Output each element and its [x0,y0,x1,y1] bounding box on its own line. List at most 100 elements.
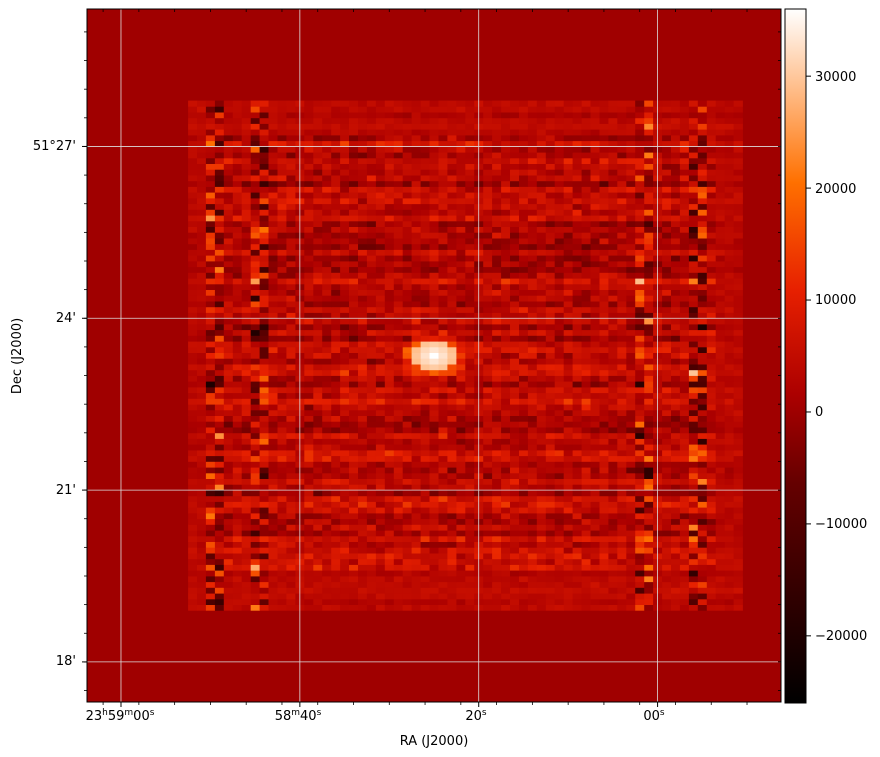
heatmap-cell [563,564,573,571]
heatmap-cell [375,461,386,468]
heatmap-cell [501,438,511,445]
heatmap-cell [492,375,502,382]
heatmap-cell [617,484,627,491]
heatmap-cell [358,507,368,514]
heatmap-cell [688,409,699,416]
heatmap-cell [447,152,457,159]
heatmap-cell [715,415,725,422]
heatmap-cell [223,272,234,279]
heatmap-cell [465,438,475,445]
heatmap-cell [429,312,439,319]
heatmap-cell [197,518,207,525]
heatmap-cell [563,421,573,428]
heatmap-cell [483,421,493,428]
heatmap-cell [340,295,350,302]
heatmap-cell [563,576,573,583]
heatmap-cell [241,501,251,508]
heatmap-cell [697,398,708,405]
heatmap-cell [277,215,287,222]
heatmap-cell [214,341,225,348]
heatmap-cell [241,278,251,285]
heatmap-cell [644,587,654,594]
heatmap-cell [214,570,225,577]
heatmap-cell [706,289,717,296]
heatmap-cell [724,564,734,571]
heatmap-cell [724,593,734,600]
heatmap-cell [545,570,556,577]
heatmap-cell [688,306,699,313]
heatmap-cell [232,541,243,548]
heatmap-cell [429,198,439,205]
heatmap-cell [241,513,251,520]
heatmap-cell [232,192,243,199]
heatmap-cell [608,278,618,285]
heatmap-cell [438,421,448,428]
heatmap-cell [313,232,323,239]
heatmap-cell [536,461,547,468]
heatmap-cell [205,186,216,193]
heatmap-cell [340,576,350,583]
heatmap-cell [250,438,260,445]
heatmap-cell [331,564,341,571]
heatmap-cell [492,604,502,611]
heatmap-cell [545,369,556,376]
heatmap-cell [331,364,341,371]
heatmap-cell [197,581,207,588]
heatmap-cell [232,203,243,210]
heatmap-cell [590,192,600,199]
heatmap-cell [313,289,323,296]
heatmap-cell [715,461,725,468]
heatmap-cell [688,186,699,193]
heatmap-cell [724,381,734,388]
heatmap-cell [608,175,618,182]
heatmap-cell [671,255,681,262]
heatmap-cell [483,576,493,583]
heatmap-cell [349,455,359,462]
heatmap-cell [617,404,627,411]
heatmap-cell [232,329,243,336]
heatmap-cell [456,278,466,285]
heatmap-cell [563,238,573,245]
heatmap-cell [635,553,645,560]
heatmap-cell [384,518,395,525]
heatmap-cell [331,501,341,508]
heatmap-cell [715,341,725,348]
heatmap-cell [197,524,207,531]
heatmap-cell [510,518,520,525]
heatmap-cell [510,387,520,394]
heatmap-cell [599,507,609,514]
heatmap-cell [581,358,591,365]
heatmap-cell [662,169,672,176]
heatmap-cell [572,598,582,605]
heatmap-cell [322,558,332,565]
heatmap-cell [483,346,493,353]
heatmap-cell [205,209,216,216]
heatmap-cell [635,558,645,565]
heatmap-cell [447,209,457,216]
heatmap-cell [519,289,529,296]
heatmap-cell [214,192,225,199]
heatmap-cell [688,238,699,245]
heatmap-cell [411,547,421,554]
heatmap-cell [662,209,672,216]
heatmap-cell [384,266,395,273]
heatmap-cell [197,541,207,548]
heatmap-cell [322,564,332,571]
heatmap-cell [438,409,448,416]
heatmap-cell [438,472,448,479]
heatmap-cell [635,450,645,457]
heatmap-cell [286,180,296,187]
heatmap-cell [662,501,672,508]
heatmap-cell [492,547,502,554]
heatmap-cell [250,501,260,508]
heatmap-cell [662,507,672,514]
heatmap-cell [679,576,690,583]
heatmap-cell [563,392,573,399]
heatmap-cell [572,461,582,468]
heatmap-cell [313,238,323,245]
heatmap-cell [393,203,404,210]
heatmap-cell [456,472,466,479]
heatmap-cell [232,461,243,468]
heatmap-cell [724,472,734,479]
heatmap-cell [671,409,681,416]
